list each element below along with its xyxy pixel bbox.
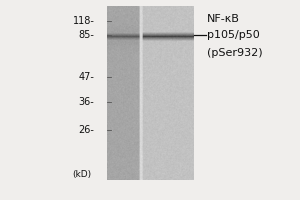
- Text: 26-: 26-: [79, 125, 94, 135]
- Text: (kD): (kD): [72, 170, 92, 178]
- Text: p105/p50: p105/p50: [207, 30, 260, 40]
- Text: 118-: 118-: [73, 16, 94, 26]
- Text: NF-κB: NF-κB: [207, 14, 240, 24]
- Text: 47-: 47-: [79, 72, 94, 82]
- Text: 85-: 85-: [79, 30, 94, 40]
- Text: 36-: 36-: [79, 97, 94, 107]
- Text: (pSer932): (pSer932): [207, 48, 262, 58]
